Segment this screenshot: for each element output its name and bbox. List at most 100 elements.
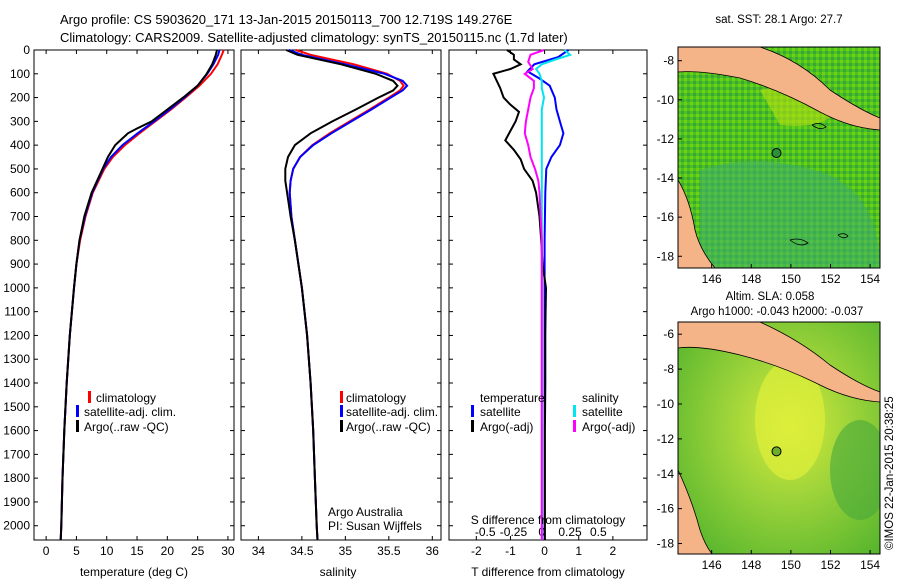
xtick-label: 0 xyxy=(43,544,50,558)
ytick-label: 500 xyxy=(10,162,30,176)
legend-label-t-argo: Argo(-adj) xyxy=(480,420,533,434)
legend-swatch-satellite xyxy=(340,405,343,417)
map-xtick-label: 154 xyxy=(860,558,880,572)
xtick-label: 10 xyxy=(100,544,114,558)
title-line-1: Argo profile: CS 5903620_171 13-Jan-2015… xyxy=(60,12,513,27)
salinity-ticks: 34 34.5 35 35.5 36 xyxy=(241,49,441,558)
sst-map: sat. SST: 28.1 Argo: 27.7 146 148 150 152 15… xyxy=(657,14,881,286)
difference-panel: -2 -1 0 1 2-0.5 -0.25 0 0.25 0.5 S difference fr… xyxy=(448,49,648,579)
sst-warm-patch xyxy=(760,87,840,126)
legend-label-s-satellite: satellite xyxy=(582,405,623,419)
sla-map-ticks: 146 148 150 152 154 -6 -8 -10 -12 -14 -16 -18 xyxy=(657,327,881,572)
salinity-axes-frame xyxy=(240,49,442,541)
stick-label: 0.25 xyxy=(558,525,582,539)
xtick-label: 5 xyxy=(73,544,80,558)
sst-cool-patch xyxy=(700,161,880,268)
map-ytick-label: -12 xyxy=(657,432,675,446)
legend-swatch-s-satellite xyxy=(573,405,576,417)
legend-swatch-t-argo xyxy=(471,420,474,432)
map-ytick-label: -8 xyxy=(663,54,674,68)
xtick-label: -2 xyxy=(471,544,482,558)
difference-axes-frame xyxy=(448,49,648,541)
temperature-axes-frame xyxy=(33,49,235,541)
ytick-label: 900 xyxy=(10,257,30,271)
ytick-label: 600 xyxy=(10,186,30,200)
ytick-label: 800 xyxy=(10,233,30,247)
map-xtick-label: 150 xyxy=(781,558,801,572)
salinity-xlabel: salinity xyxy=(320,565,357,579)
ytick-label: 1700 xyxy=(3,447,30,461)
map-ytick-label: -14 xyxy=(657,171,675,185)
legend-swatch-climatology xyxy=(88,391,91,403)
sst-map-title: sat. SST: 28.1 Argo: 27.7 xyxy=(715,14,842,26)
xtick-label: 34 xyxy=(252,544,266,558)
sla-map: Altim. SLA: 0.058 Argo h1000: -0.043 h20… xyxy=(657,291,881,572)
legend-label-argo: Argo(..raw -QC) xyxy=(346,420,431,434)
annotation-pi: PI: Susan Wijffels xyxy=(328,519,422,533)
salinity-panel: 34 34.5 35 35.5 36 salinity climatology sate… xyxy=(240,49,442,579)
new-guinea-land-sla xyxy=(678,322,880,403)
map-ytick-label: -18 xyxy=(657,249,675,263)
map-ytick-label: -16 xyxy=(657,210,675,224)
map-xtick-label: 152 xyxy=(820,272,840,286)
legend-label-satellite: satellite-adj. clim. xyxy=(84,405,176,419)
map-xtick-label: 148 xyxy=(741,558,761,572)
xtick-label: 15 xyxy=(130,544,144,558)
stick-label: 0.5 xyxy=(590,525,607,539)
legend-label-argo: Argo(..raw -QC) xyxy=(84,420,169,434)
temperature-ticks: 0100200300400500600700800900100011001200… xyxy=(3,43,235,558)
xtick-label: 30 xyxy=(221,544,235,558)
legend-swatch-argo xyxy=(76,420,79,432)
sst-map-ticks: 146 148 150 152 154 -8 -10 -12 -14 -16 -18 xyxy=(657,54,881,286)
difference-legend: temperature satellite Argo(-adj) salinit… xyxy=(471,391,635,434)
map-ytick-label: -16 xyxy=(657,502,675,516)
ytick-label: 1100 xyxy=(4,305,30,319)
temperature-panel: 0100200300400500600700800900100011001200… xyxy=(3,43,235,579)
temperature-legend: climatology satellite-adj. clim. Argo(..… xyxy=(76,391,176,434)
ytick-label: 700 xyxy=(10,210,30,224)
legend-label-t-satellite: satellite xyxy=(480,405,521,419)
map-xtick-label: 150 xyxy=(781,272,801,286)
map-ytick-label: -14 xyxy=(657,467,675,481)
salinity-legend: climatology satellite-adj. clim. Argo(..… xyxy=(340,391,438,434)
xtick-label: 36 xyxy=(426,544,440,558)
sla-map-title-2: Argo h1000: -0.043 h2000: -0.037 xyxy=(691,306,864,318)
legend-header-temperature: temperature xyxy=(480,391,545,405)
legend-label-satellite: satellite-adj. clim. xyxy=(346,405,438,419)
series-line-argo-raw-qc- xyxy=(284,49,399,541)
legend-header-salinity: salinity xyxy=(582,391,619,405)
sla-map-frame xyxy=(677,321,881,555)
difference-lines xyxy=(491,49,573,540)
legend-label-climatology: climatology xyxy=(346,391,406,405)
ytick-label: 1200 xyxy=(3,328,30,342)
ytick-label: 2000 xyxy=(3,519,30,533)
salinity-lines xyxy=(284,49,409,541)
ytick-label: 1000 xyxy=(3,281,30,295)
ytick-label: 1800 xyxy=(3,471,30,485)
map-xtick-label: 148 xyxy=(741,272,761,286)
ytick-label: 1900 xyxy=(3,495,30,509)
legend-swatch-t-satellite xyxy=(471,405,474,417)
watermark: ©IMOS 22-Jan-2015 20:38:25 xyxy=(884,396,896,550)
australia-land-sla xyxy=(678,469,713,554)
ytick-label: 400 xyxy=(10,138,30,152)
map-ytick-label: -6 xyxy=(663,327,674,341)
ytick-label: 200 xyxy=(10,91,30,105)
xtick-label: 34.5 xyxy=(290,544,314,558)
stick-label: -0.25 xyxy=(500,525,528,539)
temperature-xlabel: temperature (deg C) xyxy=(80,565,188,579)
xtick-label: 1 xyxy=(575,544,582,558)
sst-islands xyxy=(789,123,849,246)
temperature-lines xyxy=(59,49,225,541)
sla-argo-marker xyxy=(771,446,782,457)
series-line-s-argo-adj- xyxy=(523,49,545,540)
map-ytick-label: -18 xyxy=(657,537,675,551)
xtick-label: -1 xyxy=(505,544,516,558)
new-guinea-land xyxy=(678,47,880,131)
series-line-t-argo-adj- xyxy=(491,49,548,540)
map-xtick-label: 146 xyxy=(702,272,722,286)
map-ytick-label: -12 xyxy=(657,132,675,146)
sla-low xyxy=(830,420,880,520)
xtick-label: 35.5 xyxy=(377,544,401,558)
